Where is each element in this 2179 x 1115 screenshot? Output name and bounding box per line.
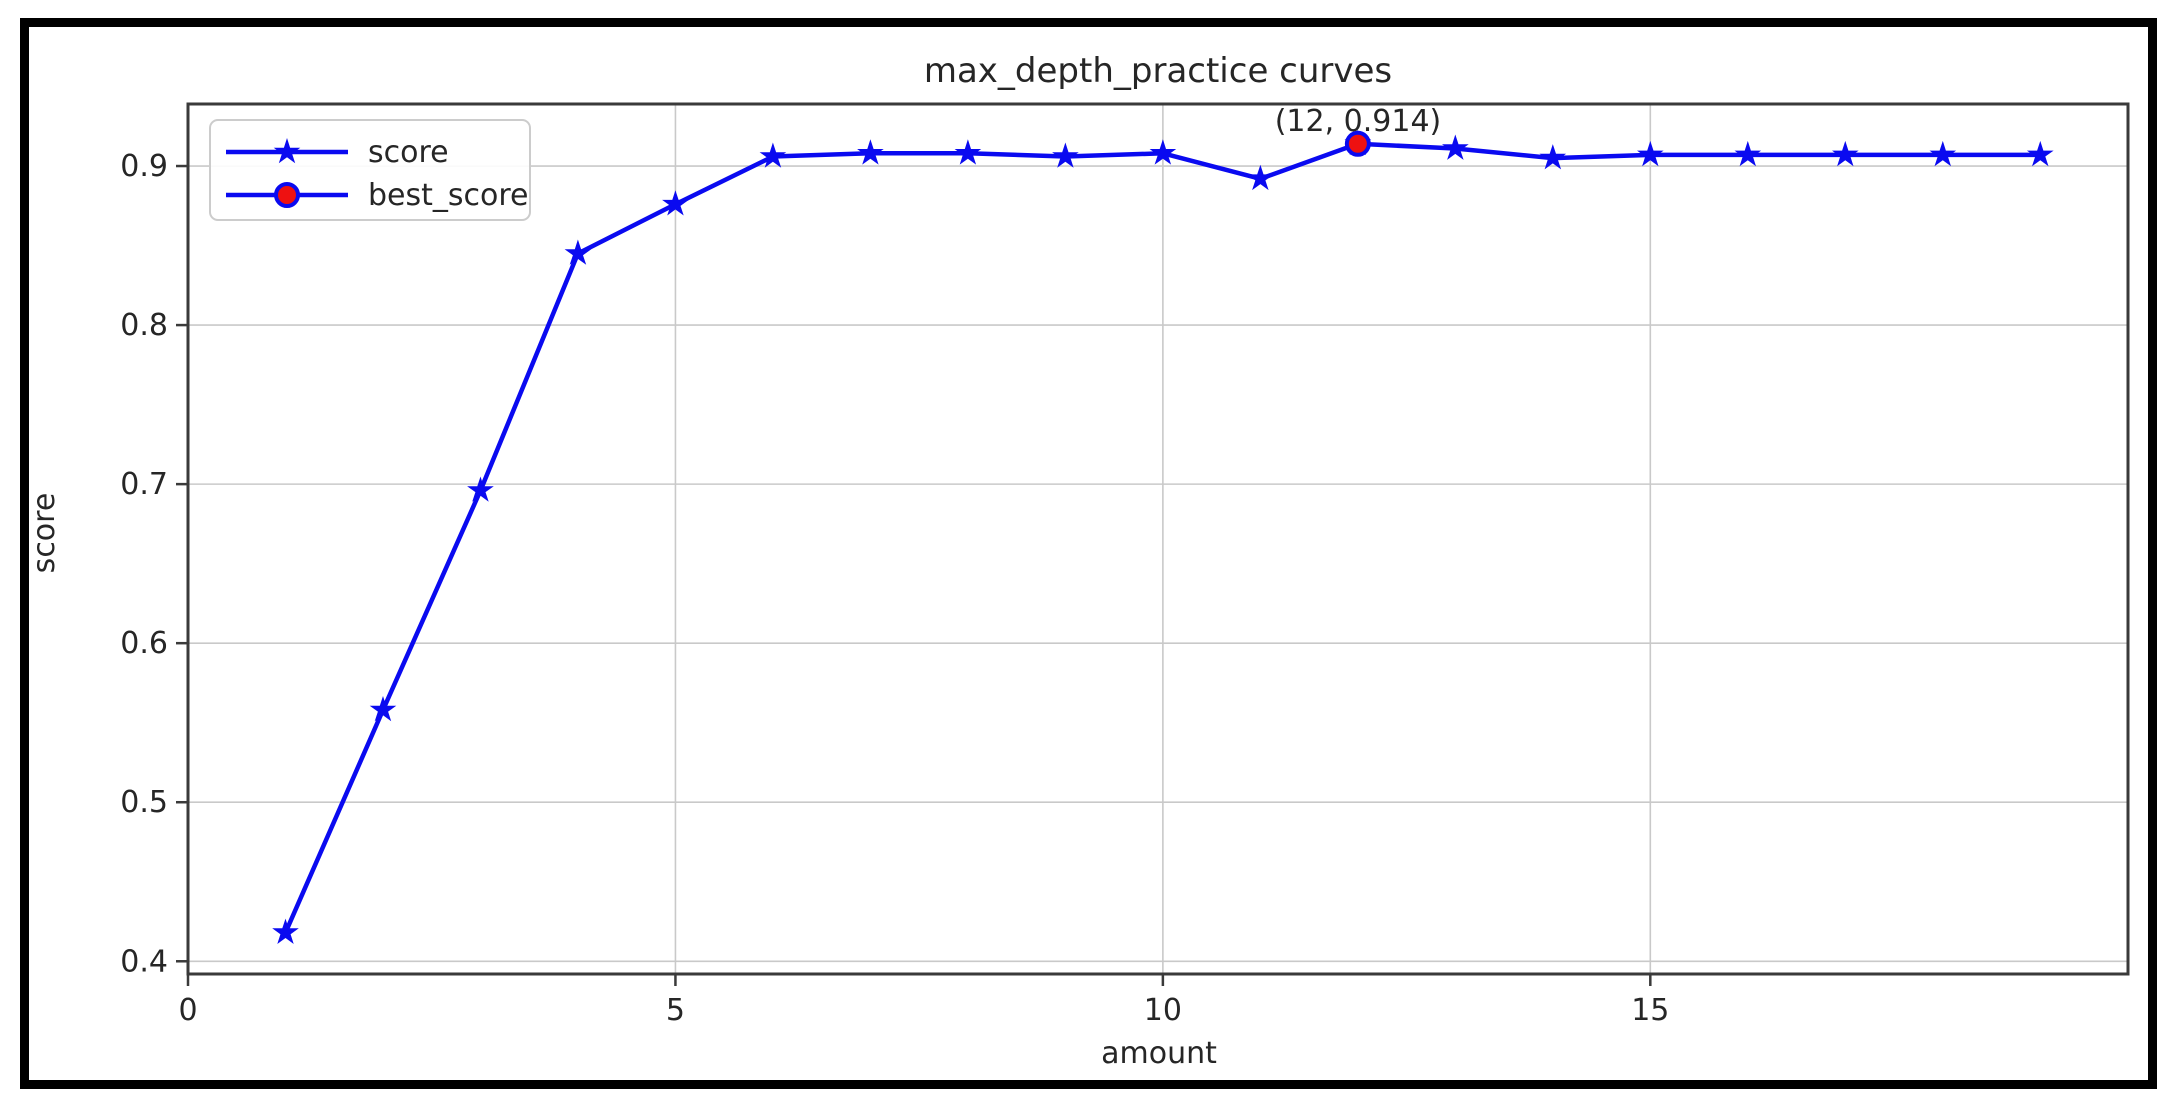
data-point-star — [1929, 140, 1957, 167]
chart-title: max_depth_practice curves — [924, 51, 1392, 91]
data-point-star — [369, 696, 397, 722]
data-point-star — [1442, 134, 1469, 160]
data-point-star — [467, 476, 494, 502]
legend-label: score — [368, 135, 449, 170]
y-tick-label: 0.9 — [120, 149, 168, 184]
y-axis-label: score — [29, 493, 62, 574]
data-point-star — [1539, 144, 1567, 170]
data-point-star — [272, 918, 299, 944]
x-axis-label: amount — [1101, 1036, 1217, 1071]
data-layer — [272, 129, 2054, 944]
data-point-star — [1637, 140, 1664, 167]
data-point-star — [1734, 140, 1762, 167]
data-point-star — [759, 142, 787, 168]
y-tick-label: 0.8 — [120, 308, 168, 343]
data-point-star — [1052, 142, 1079, 168]
data-point-star — [954, 139, 982, 165]
legend-circle-icon — [274, 182, 300, 208]
plot-frame — [186, 102, 2130, 976]
axes-layer: 0.4 0.5 0.6 0.7 0.8 0.9 0 5 10 15 — [120, 102, 2130, 1028]
data-point-star — [564, 239, 592, 265]
x-tick-label: 10 — [1144, 993, 1182, 1028]
best-point-annotation: (12, 0.914) — [1275, 104, 1442, 139]
data-point-star — [857, 139, 884, 165]
data-point-star — [1149, 139, 1177, 165]
y-tick-label: 0.4 — [120, 944, 168, 979]
y-tick-label: 0.6 — [120, 626, 168, 661]
y-tick-label: 0.5 — [120, 785, 168, 820]
legend: score best_score — [209, 119, 531, 221]
figure-border: 0.4 0.5 0.6 0.7 0.8 0.9 0 5 10 15 max_depth_pract… — [20, 18, 2157, 1089]
line-chart: 0.4 0.5 0.6 0.7 0.8 0.9 0 5 10 15 max_depth_pract… — [29, 51, 2130, 1071]
grid-layer — [188, 104, 2128, 974]
x-tick-label: 0 — [178, 993, 197, 1028]
data-point-star — [1832, 140, 1859, 167]
x-tick-label: 5 — [666, 993, 685, 1028]
best-point-marker — [1344, 130, 1371, 157]
data-point-star — [662, 190, 689, 216]
y-tick-label: 0.7 — [120, 467, 168, 502]
legend-star-icon — [273, 138, 301, 164]
data-point-star — [1247, 164, 1274, 191]
data-point-star — [2026, 140, 2054, 167]
x-tick-label: 15 — [1631, 993, 1669, 1028]
legend-label: best_score — [368, 178, 529, 213]
